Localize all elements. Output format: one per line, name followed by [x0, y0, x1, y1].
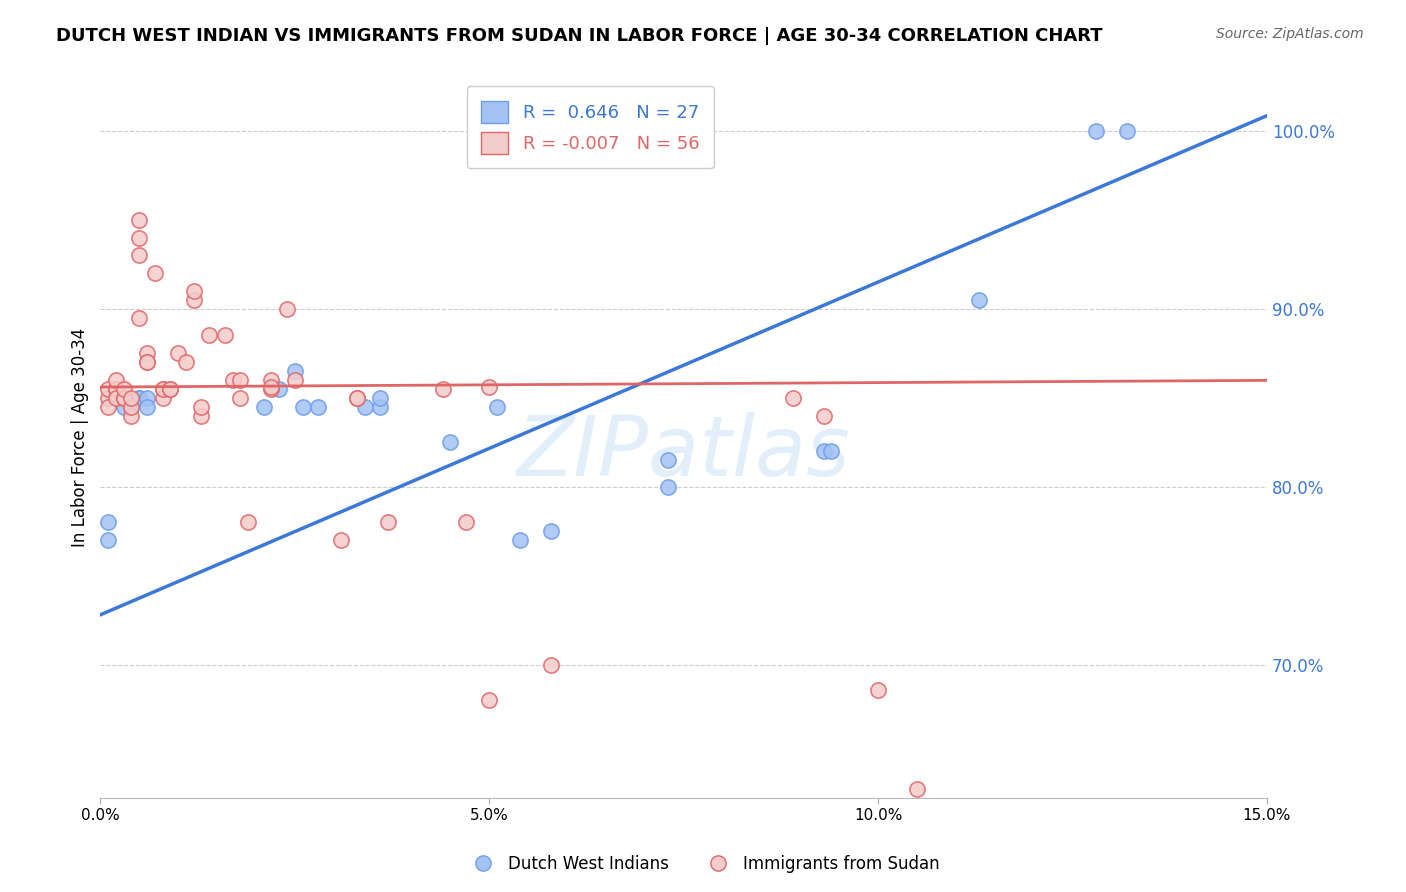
Point — [136, 346, 159, 360]
Point — [136, 355, 159, 369]
Point — [269, 382, 291, 396]
Point — [104, 382, 127, 396]
Point — [112, 391, 135, 405]
Point — [260, 380, 283, 394]
Point — [820, 444, 842, 458]
Point — [128, 212, 150, 227]
Point — [307, 400, 329, 414]
Text: ZIPatlas: ZIPatlas — [517, 412, 851, 492]
Point — [104, 382, 127, 396]
Point — [967, 293, 990, 307]
Point — [657, 453, 679, 467]
Point — [657, 480, 679, 494]
Point — [97, 533, 120, 547]
Text: Source: ZipAtlas.com: Source: ZipAtlas.com — [1216, 27, 1364, 41]
Point — [905, 782, 928, 797]
Point — [782, 391, 804, 405]
Point — [221, 373, 243, 387]
Text: DUTCH WEST INDIAN VS IMMIGRANTS FROM SUDAN IN LABOR FORCE | AGE 30-34 CORRELATIO: DUTCH WEST INDIAN VS IMMIGRANTS FROM SUD… — [56, 27, 1102, 45]
Point — [868, 682, 890, 697]
Point — [478, 693, 501, 707]
Point — [284, 373, 307, 387]
Point — [104, 373, 127, 387]
Point — [368, 391, 391, 405]
Point — [485, 400, 508, 414]
Legend: Dutch West Indians, Immigrants from Sudan: Dutch West Indians, Immigrants from Suda… — [460, 848, 946, 880]
Point — [540, 657, 562, 672]
Point — [229, 391, 252, 405]
Point — [112, 400, 135, 414]
Point — [276, 301, 298, 316]
Point — [253, 400, 276, 414]
Point — [112, 391, 135, 405]
Point — [291, 400, 314, 414]
Point — [174, 355, 197, 369]
Point — [104, 391, 127, 405]
Point — [112, 382, 135, 396]
Point — [1116, 124, 1139, 138]
Point — [190, 400, 212, 414]
Point — [136, 391, 159, 405]
Point — [229, 373, 252, 387]
Point — [368, 400, 391, 414]
Point — [120, 409, 142, 423]
Point — [346, 391, 368, 405]
Point — [260, 373, 283, 387]
Point — [128, 391, 150, 405]
Point — [128, 230, 150, 244]
Point — [159, 382, 181, 396]
Point — [97, 400, 120, 414]
Point — [183, 293, 205, 307]
Point — [284, 364, 307, 378]
Point — [159, 382, 181, 396]
Point — [120, 400, 142, 414]
Point — [478, 380, 501, 394]
Point — [143, 266, 166, 280]
Point — [236, 516, 259, 530]
Point — [214, 328, 236, 343]
Y-axis label: In Labor Force | Age 30-34: In Labor Force | Age 30-34 — [72, 328, 89, 548]
Point — [120, 391, 142, 405]
Point — [136, 355, 159, 369]
Point — [183, 284, 205, 298]
Point — [432, 382, 454, 396]
Point — [167, 346, 190, 360]
Point — [128, 248, 150, 262]
Point — [353, 400, 375, 414]
Point — [813, 409, 835, 423]
Point — [128, 391, 150, 405]
Point — [346, 391, 368, 405]
Point — [97, 516, 120, 530]
Point — [377, 516, 399, 530]
Point — [152, 382, 174, 396]
Legend: R =  0.646   N = 27, R = -0.007   N = 56: R = 0.646 N = 27, R = -0.007 N = 56 — [467, 87, 714, 169]
Point — [330, 533, 353, 547]
Point — [152, 382, 174, 396]
Point — [260, 382, 283, 396]
Point — [190, 409, 212, 423]
Point — [97, 391, 120, 405]
Point — [813, 444, 835, 458]
Point — [509, 533, 531, 547]
Point — [540, 524, 562, 538]
Point — [439, 435, 461, 450]
Point — [128, 310, 150, 325]
Point — [136, 400, 159, 414]
Point — [198, 328, 221, 343]
Point — [1084, 124, 1107, 138]
Point — [120, 400, 142, 414]
Point — [152, 391, 174, 405]
Point — [97, 382, 120, 396]
Point — [454, 516, 477, 530]
